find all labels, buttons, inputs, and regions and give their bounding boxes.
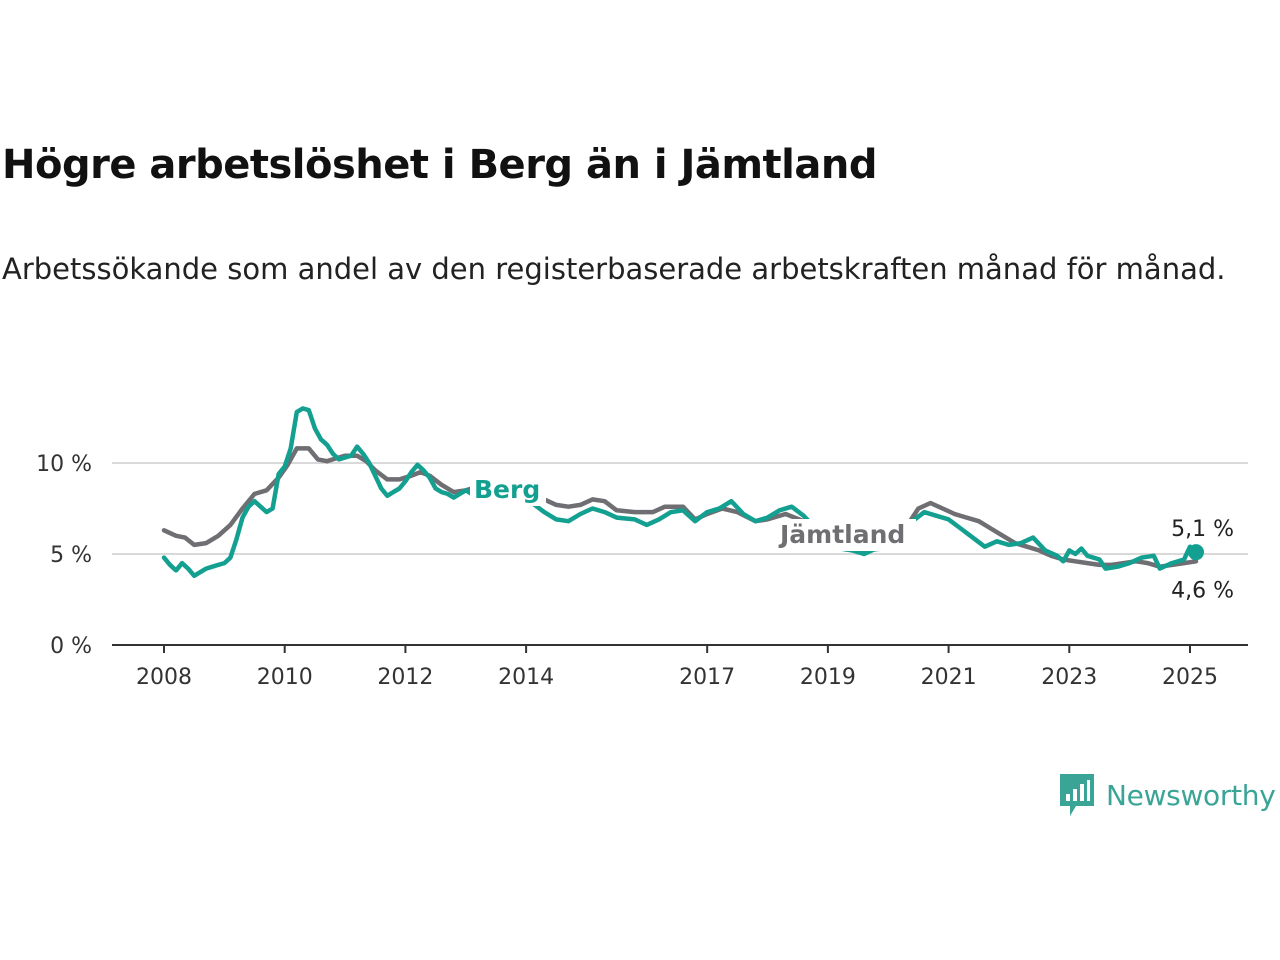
newsworthy-logo-icon <box>1060 774 1094 816</box>
brand-logo[interactable]: Newsworthy <box>1058 772 1276 818</box>
x-tick-label: 2021 <box>921 665 977 690</box>
x-tick-label: 2017 <box>679 665 735 690</box>
series-label-jamtland-background <box>776 519 916 551</box>
x-tick-label: 2012 <box>377 665 433 690</box>
y-tick-label: 10 % <box>36 452 92 477</box>
series-label-berg: Berg <box>474 475 540 504</box>
series-line-0 <box>161 446 1199 569</box>
end-value-label: 5,1 % <box>1171 517 1234 542</box>
x-tick-label: 2025 <box>1162 665 1218 690</box>
series-labels: Berg Jämtland 5,1 % 4,6 % <box>470 474 1234 603</box>
x-tick-label: 2019 <box>800 665 856 690</box>
series-lines <box>161 406 1205 579</box>
x-axis: 2008 2010 2012 2014 2017 2019 2021 2023 2025 <box>112 644 1248 690</box>
series-label-jamtland: Jämtland <box>778 520 905 549</box>
x-tick-label: 2023 <box>1041 665 1097 690</box>
chart-title: Högre arbetslöshet i Berg än i Jämtland <box>2 142 878 188</box>
y-tick-label: 5 % <box>50 543 92 568</box>
brand-name: Newsworthy <box>1106 778 1276 812</box>
x-tick-label: 2010 <box>257 665 313 690</box>
series-line-1 <box>161 406 1199 579</box>
series-end-point <box>1188 544 1205 561</box>
series-label-berg-background <box>470 474 546 506</box>
x-tick-label: 2008 <box>136 665 192 690</box>
end-value-label: 4,6 % <box>1171 578 1234 603</box>
chart-subtitle: Arbetssökande som andel av den registerb… <box>2 252 1226 286</box>
gridlines: 0 % 5 % 10 % <box>36 452 1248 659</box>
x-tick-label: 2014 <box>498 665 554 690</box>
y-tick-label: 0 % <box>50 634 92 659</box>
